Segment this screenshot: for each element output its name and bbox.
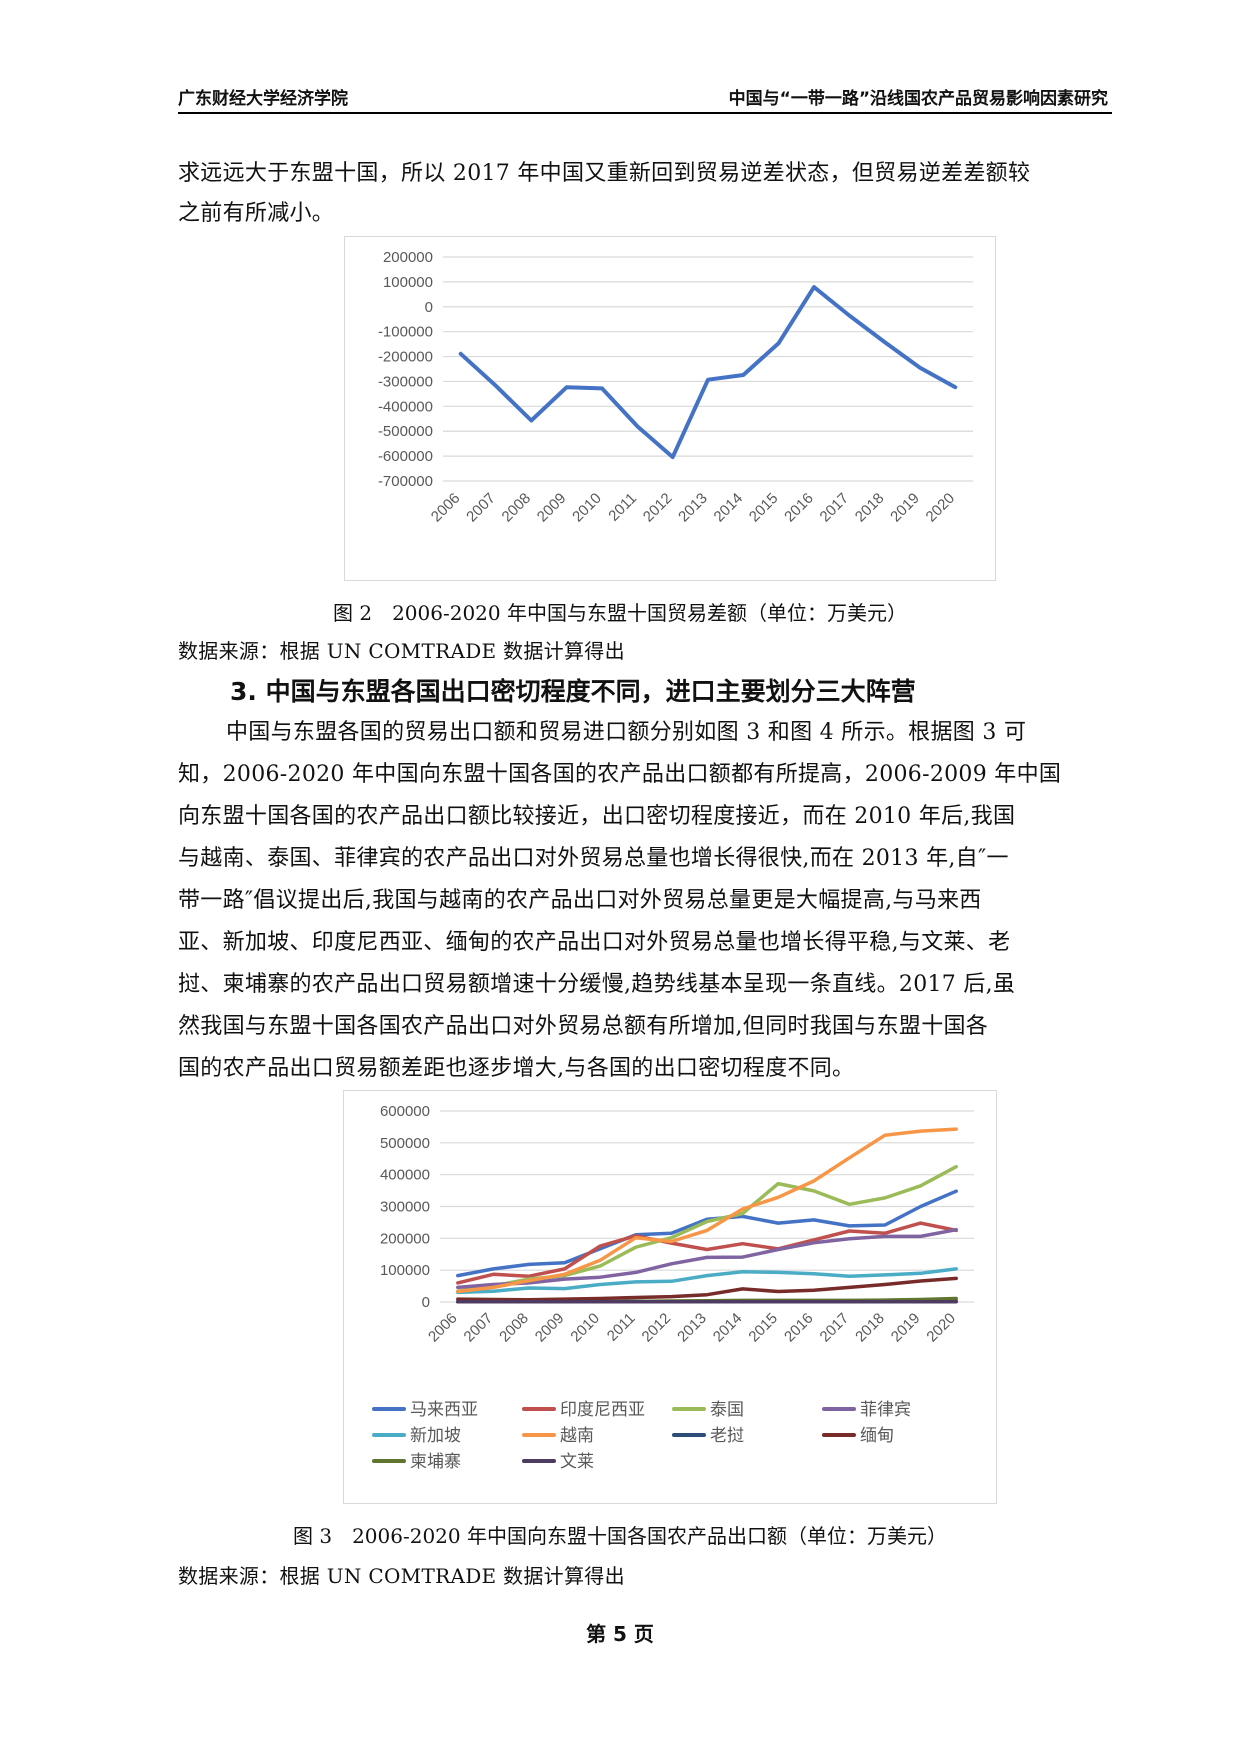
y-tick-label: 200000 — [380, 1230, 430, 1247]
y-tick-label: 400000 — [380, 1167, 430, 1184]
x-tick-label: 2009 — [534, 490, 570, 526]
x-tick-label: 2008 — [496, 1310, 532, 1346]
y-tick-label: -300000 — [378, 373, 433, 390]
legend-label: 新加坡 — [410, 1426, 461, 1446]
x-tick-label: 2015 — [745, 1310, 781, 1346]
x-tick-label: 2012 — [640, 490, 676, 526]
x-tick-label: 2020 — [923, 1310, 959, 1346]
x-tick-label: 2008 — [499, 490, 535, 526]
series-line — [456, 1276, 958, 1302]
y-tick-label: 0 — [425, 299, 433, 316]
body-line: 带一路″倡议提出后,我国与越南的农产品出口对外贸易总量更是大幅提高,与马来西 — [178, 888, 982, 913]
figure-3-chart: 600000 500000 400000 300000 200000 100000 0 200… — [343, 1090, 997, 1504]
body-line: 与越南、泰国、菲律宾的农产品出口对外贸易总量也增长得很快,而在 2013 年,自… — [178, 846, 1009, 871]
y-tick-label: 600000 — [380, 1103, 430, 1120]
x-tick-label: 2009 — [532, 1310, 568, 1346]
figure-2-source: 数据来源：根据 UN COMTRADE 数据计算得出 — [178, 639, 625, 663]
chart-svg: 6000005000004000003000002000001000000200… — [372, 1103, 974, 1472]
x-tick-label: 2012 — [639, 1310, 675, 1346]
legend-label: 越南 — [560, 1426, 594, 1446]
page-number: 第 5 页 — [586, 1622, 654, 1646]
body-line: 之前有所减小。 — [178, 201, 335, 226]
legend-label: 泰国 — [710, 1400, 744, 1420]
y-tick-label: -500000 — [378, 423, 433, 440]
y-tick-label: 100000 — [383, 274, 433, 291]
series-line — [458, 285, 958, 460]
figure-2-chart: 200000 100000 0 -100000 -200000 -300000 -40000… — [344, 236, 996, 581]
body-line: 知，2006-2020 年中国向东盟十国各国的农产品出口额都有所提高，2006-… — [178, 762, 1062, 787]
page-header: 广东财经大学经济学院 中国与“一带一路”沿线国农产品贸易影响因素研究 — [178, 86, 1112, 114]
figure-3-source: 数据来源：根据 UN COMTRADE 数据计算得出 — [178, 1564, 625, 1588]
body-line: 然我国与东盟十国各国农产品出口对外贸易总额有所增加,但同时我国与东盟十国各 — [178, 1014, 989, 1039]
chart-svg: 200000 100000 0 -100000 -200000 -300000 -40000… — [378, 249, 973, 526]
x-tick-label: 2006 — [425, 1310, 461, 1346]
y-tick-label: -200000 — [378, 349, 433, 366]
x-tick-label: 2015 — [746, 490, 782, 526]
y-tick-label: -700000 — [378, 473, 433, 490]
x-tick-label: 2016 — [781, 490, 817, 526]
x-tick-label: 2013 — [675, 490, 711, 526]
body-line: 国的农产品出口贸易额差距也逐步增大,与各国的出口密切程度不同。 — [178, 1056, 855, 1081]
legend-label: 文莱 — [560, 1452, 594, 1472]
x-tick-label: 2016 — [781, 1310, 817, 1346]
series-line — [456, 1267, 958, 1295]
x-tick-label: 2011 — [604, 1310, 639, 1345]
body-line: 求远远大于东盟十国，所以 2017 年中国又重新回到贸易逆差状态，但贸易逆差差额… — [178, 161, 1031, 186]
body-line: 挝、柬埔寨的农产品出口贸易额增速十分缓慢,趋势线基本呈现一条直线。2017 后,… — [178, 972, 1016, 997]
y-tick-label: 300000 — [380, 1199, 430, 1216]
y-tick-label: 500000 — [380, 1135, 430, 1152]
x-tick-label: 2011 — [605, 490, 640, 525]
x-tick-label: 2018 — [852, 490, 888, 526]
legend-label: 印度尼西亚 — [560, 1400, 645, 1420]
x-tick-label: 2014 — [710, 1310, 746, 1346]
x-tick-label: 2007 — [461, 1310, 497, 1346]
x-tick-label: 2007 — [463, 490, 499, 526]
legend-label: 柬埔寨 — [410, 1452, 461, 1472]
series-line — [456, 1189, 958, 1278]
series-line — [456, 1127, 958, 1294]
y-tick-label: 0 — [422, 1294, 430, 1311]
body-line: 向东盟十国各国的农产品出口额比较接近，出口密切程度接近，而在 2010 年后,我… — [178, 804, 1016, 829]
x-tick-label: 2014 — [711, 490, 747, 526]
x-tick-label: 2018 — [852, 1310, 888, 1346]
y-tick-label: 200000 — [383, 249, 433, 266]
y-tick-label: -600000 — [378, 448, 433, 465]
series-line — [456, 1221, 958, 1285]
legend-label: 菲律宾 — [860, 1400, 911, 1420]
legend-label: 缅甸 — [860, 1426, 894, 1446]
x-tick-label: 2020 — [923, 490, 959, 526]
legend-label: 老挝 — [710, 1426, 744, 1446]
body-line: 亚、新加坡、印度尼西亚、缅甸的农产品出口对外贸易总量也增长得平稳,与文莱、老 — [178, 930, 1011, 955]
figure-2-caption: 图 2 2006-2020 年中国与东盟十国贸易差额（单位：万美元） — [333, 601, 907, 625]
legend-label: 马来西亚 — [410, 1400, 478, 1420]
body-line: 中国与东盟各国的贸易出口额和贸易进口额分别如图 3 和图 4 所示。根据图 3 … — [226, 720, 1027, 745]
x-tick-label: 2010 — [567, 1310, 603, 1346]
x-tick-label: 2010 — [569, 490, 605, 526]
y-tick-label: -100000 — [378, 324, 433, 341]
x-tick-label: 2019 — [888, 1310, 924, 1346]
series-line — [456, 1227, 958, 1290]
header-institution: 广东财经大学经济学院 — [178, 89, 348, 109]
y-tick-label: 100000 — [380, 1262, 430, 1279]
section-heading: 3. 中国与东盟各国出口密切程度不同，进口主要划分三大阵营 — [230, 677, 916, 706]
x-tick-label: 2017 — [817, 1310, 853, 1346]
x-tick-label: 2017 — [817, 490, 853, 526]
x-tick-label: 2019 — [887, 490, 923, 526]
y-tick-label: -400000 — [378, 398, 433, 415]
figure-3-caption: 图 3 2006-2020 年中国向东盟十国各国农产品出口额（单位：万美元） — [293, 1524, 947, 1548]
x-tick-label: 2006 — [428, 490, 464, 526]
x-tick-label: 2013 — [674, 1310, 710, 1346]
header-paper-title: 中国与“一带一路”沿线国农产品贸易影响因素研究 — [728, 89, 1108, 109]
